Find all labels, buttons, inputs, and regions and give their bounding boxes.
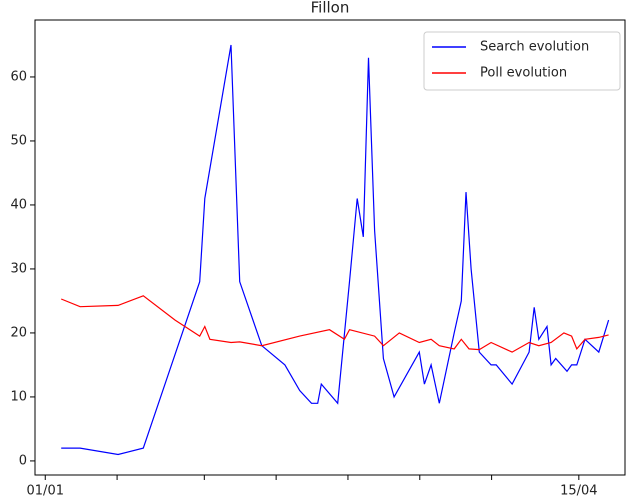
series-line bbox=[61, 44, 610, 456]
y-tick-label: 10 bbox=[10, 389, 27, 404]
y-tick-label: 20 bbox=[10, 325, 27, 340]
chart-title: Fillon bbox=[311, 0, 350, 17]
legend-box bbox=[423, 31, 621, 91]
legend-label: Search evolution bbox=[480, 40, 589, 55]
y-tick-label: 50 bbox=[10, 133, 27, 148]
x-tick-label: 01/01 bbox=[27, 484, 64, 499]
y-tick-label: 30 bbox=[10, 261, 27, 276]
x-tick-label: 15/04 bbox=[560, 484, 597, 499]
plot-frame bbox=[34, 19, 626, 476]
legend-label: Poll evolution bbox=[480, 66, 567, 81]
series-line bbox=[60, 295, 609, 353]
y-tick-label: 40 bbox=[10, 197, 27, 212]
y-tick-label: 0 bbox=[19, 453, 27, 468]
y-tick-label: 60 bbox=[10, 69, 27, 84]
